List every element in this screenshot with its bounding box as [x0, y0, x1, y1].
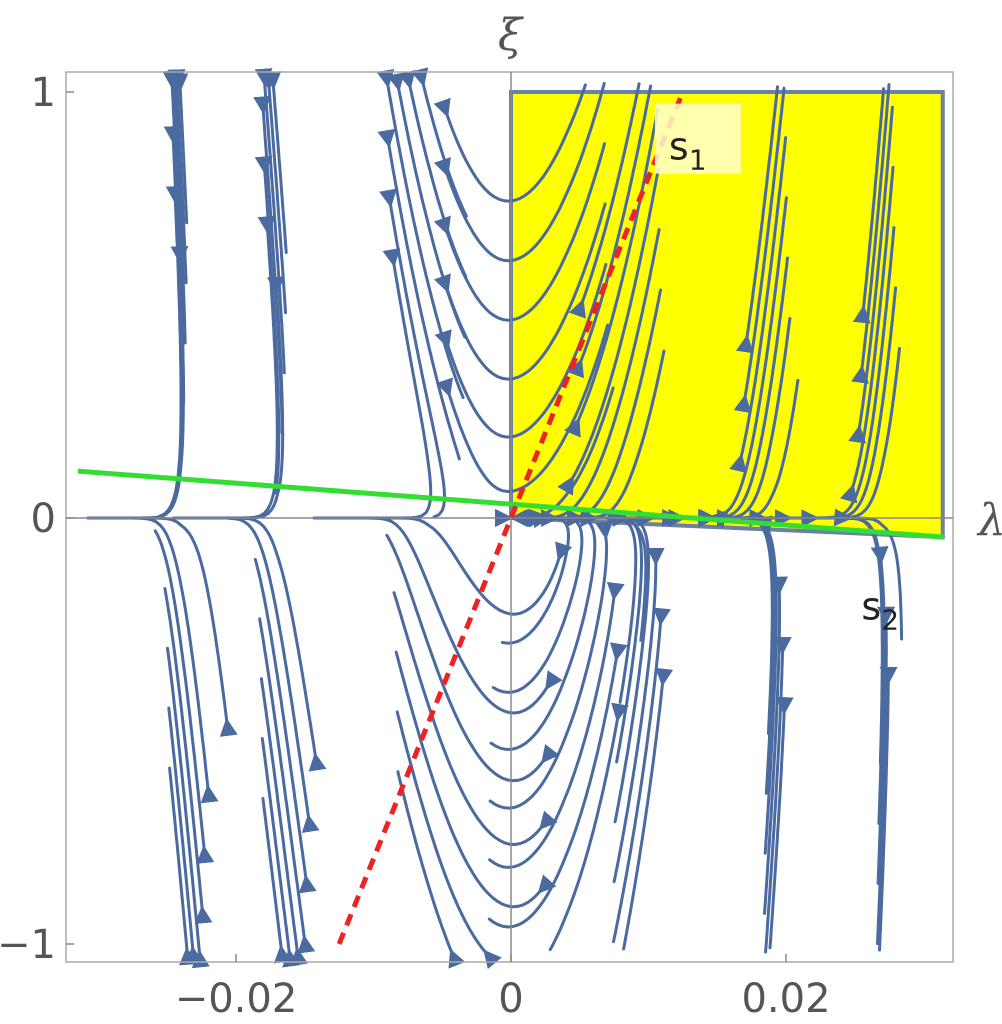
streamline	[170, 73, 189, 225]
streamline	[567, 84, 653, 379]
streamline	[253, 558, 317, 894]
streamline	[852, 87, 886, 324]
streamline	[488, 520, 614, 810]
streamline	[848, 105, 894, 444]
streamline	[260, 737, 301, 968]
streamline	[878, 666, 898, 952]
streamline	[735, 85, 779, 354]
point-label-background	[654, 103, 741, 174]
streamline	[258, 617, 316, 954]
y-axis-label: ξ	[498, 10, 525, 61]
streamline	[377, 128, 461, 461]
y-tick-label: 0	[31, 496, 56, 542]
streamline	[167, 706, 204, 965]
point-label: s2	[861, 585, 899, 637]
streamline	[433, 83, 587, 203]
streamline	[548, 702, 629, 952]
streamline	[392, 591, 558, 847]
streamline	[622, 667, 674, 951]
streamline	[433, 202, 607, 381]
streamline	[557, 167, 660, 496]
tick-labels-layer: −0.02 0 0.02 −1 0 1	[0, 70, 831, 1022]
streamline	[568, 82, 641, 319]
streamline	[488, 581, 625, 869]
streamline	[840, 165, 895, 504]
streamline	[348, 516, 563, 715]
streamline	[263, 71, 288, 254]
y-tick-label: 1	[31, 70, 56, 116]
y-tick-label: −1	[0, 922, 56, 968]
streamline	[709, 196, 788, 529]
streamline	[801, 226, 896, 528]
streamline	[434, 262, 608, 439]
overlay-lines-layer	[77, 91, 945, 945]
streamline	[163, 587, 213, 925]
streamline	[532, 228, 661, 529]
red-dashed-line	[336, 91, 686, 945]
streamline	[729, 136, 788, 474]
streamline	[433, 142, 606, 322]
streamline	[564, 107, 660, 438]
streamline	[395, 710, 502, 970]
streamline	[435, 323, 610, 494]
streamline	[851, 83, 891, 384]
streamlines-layer	[86, 67, 904, 970]
streamline	[153, 529, 215, 864]
x-tick-label: 0	[498, 976, 523, 1022]
streamline	[259, 677, 308, 966]
point-label: s1	[669, 125, 707, 177]
streamline	[261, 797, 292, 964]
x-axis-label: λ	[976, 495, 1002, 546]
streamline	[410, 67, 468, 218]
plot-frame	[65, 71, 954, 963]
streamline	[394, 650, 557, 909]
point-labels-layer: s1 s2	[654, 103, 899, 637]
streamline	[768, 696, 794, 950]
x-tick-label: 0.02	[741, 976, 830, 1022]
green-line	[77, 468, 945, 540]
streamline	[166, 646, 210, 969]
streamline	[433, 82, 606, 263]
streamline	[489, 509, 597, 751]
streamline	[168, 766, 197, 966]
streamline	[733, 86, 786, 414]
streamline	[385, 533, 560, 783]
streamline	[259, 72, 287, 315]
x-tick-label: −0.02	[175, 976, 298, 1022]
streamline	[396, 770, 466, 969]
streamline	[227, 516, 320, 833]
streamline	[487, 642, 628, 929]
streamline	[107, 516, 219, 804]
